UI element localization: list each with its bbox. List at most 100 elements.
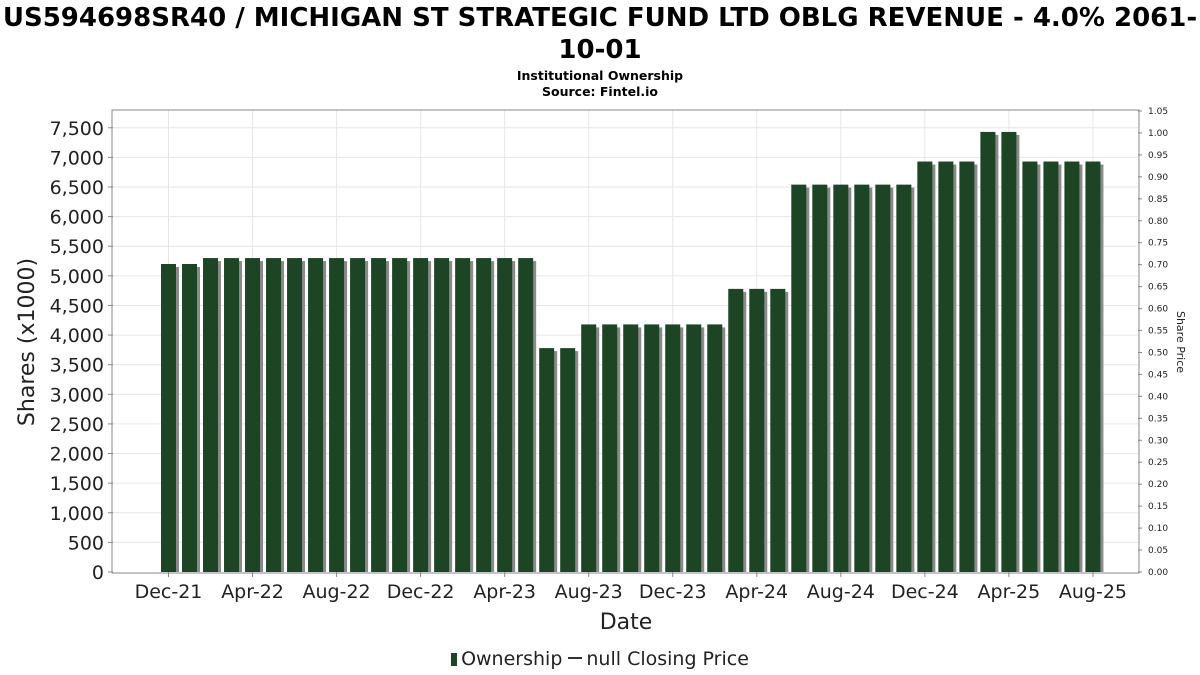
y-tick-label: 0 <box>92 562 104 584</box>
y-tick-label: 2,500 <box>50 414 104 436</box>
ownership-bar <box>203 258 219 572</box>
ownership-bar <box>434 258 450 572</box>
y-tick-label: 7,000 <box>50 147 104 169</box>
x-tick-label: Dec-23 <box>639 581 707 603</box>
ownership-bar <box>854 184 870 572</box>
ownership-bar <box>161 264 176 572</box>
ownership-bar <box>980 131 996 572</box>
y-tick-label: 5,000 <box>50 266 104 288</box>
ownership-bar <box>623 324 639 572</box>
y-tick-label: 7,500 <box>50 118 104 140</box>
ownership-bar <box>476 258 492 572</box>
ownership-bar <box>770 288 786 572</box>
legend: Ownership null Closing Price <box>0 647 1200 671</box>
x-tick-label: Aug-23 <box>555 581 623 603</box>
ownership-bar <box>875 184 891 572</box>
y2-tick-label: 0.55 <box>1148 327 1168 337</box>
y2-tick-label: 0.30 <box>1148 436 1168 446</box>
ownership-bar <box>938 161 954 572</box>
ownership-bar <box>791 184 807 572</box>
y-axis-ticks: 0 500 1,000 1,500 2,000 2,500 3,000 3,500 4,000 4… <box>50 118 113 584</box>
x-tick-label: Apr-23 <box>473 581 536 603</box>
x-tick-label: Apr-25 <box>978 581 1041 603</box>
ownership-bar <box>833 184 849 572</box>
y2-tick-label: 0.05 <box>1148 546 1168 556</box>
y-tick-label: 1,500 <box>50 473 104 495</box>
ownership-bar <box>413 258 429 572</box>
y2-axis-label: Share Price <box>1174 311 1187 373</box>
plot-frame <box>111 109 1140 574</box>
ownership-bar <box>224 258 240 572</box>
y-tick-label: 5,500 <box>50 236 104 258</box>
y2-tick-label: 1.05 <box>1148 107 1168 117</box>
ownership-legend-label: Ownership <box>461 648 563 670</box>
y2-tick-label: 0.75 <box>1148 239 1168 249</box>
y2-tick-label: 0.10 <box>1148 524 1168 534</box>
ownership-bar <box>812 184 828 572</box>
y2-tick-label: 0.50 <box>1148 348 1168 358</box>
ownership-bar <box>707 324 723 572</box>
x-tick-label: Dec-24 <box>891 581 959 603</box>
x-tick-label: Apr-24 <box>725 581 788 603</box>
x-axis-ticks: Dec-21 Apr-22 Aug-22 Dec-22 Apr-23 Aug-23 Dec-… <box>135 572 1127 603</box>
ownership-bar <box>308 258 324 572</box>
ownership-bar <box>455 258 471 572</box>
y2-tick-label: 0.70 <box>1148 261 1168 271</box>
y2-tick-label: 0.80 <box>1148 217 1168 227</box>
price-legend-label: null Closing Price <box>586 648 749 670</box>
y2-tick-label: 0.35 <box>1148 414 1168 424</box>
ownership-bar <box>1022 161 1038 572</box>
ownership-bar <box>350 258 366 572</box>
ownership-bar <box>896 184 912 572</box>
ownership-bar <box>182 264 198 572</box>
ownership-bar <box>644 324 660 572</box>
ownership-bar <box>749 288 765 572</box>
ownership-bar <box>266 258 282 572</box>
y-tick-label: 6,000 <box>50 207 104 229</box>
ownership-bar <box>686 324 702 572</box>
y2-axis-ticks: 0.00 0.05 0.10 0.15 0.20 0.25 0.30 0.35 0.40 0.45… <box>1138 107 1168 578</box>
price-legend-swatch <box>568 657 583 659</box>
x-tick-label: Aug-22 <box>303 581 371 603</box>
ownership-bar <box>581 324 597 572</box>
chart-title: US594698SR40 / MICHIGAN ST STRATEGIC FUN… <box>2 3 1198 65</box>
y-tick-label: 500 <box>68 532 104 554</box>
y2-tick-label: 0.90 <box>1148 173 1168 183</box>
ownership-bar <box>728 288 744 572</box>
x-tick-label: Dec-21 <box>135 581 203 603</box>
ownership-bar <box>245 258 261 572</box>
bars-layer <box>161 131 1104 572</box>
ownership-bar <box>1064 161 1080 572</box>
y-tick-label: 4,000 <box>50 325 104 347</box>
y2-tick-label: 0.25 <box>1148 458 1168 468</box>
y2-tick-label: 0.65 <box>1148 283 1168 293</box>
y-tick-label: 3,000 <box>50 384 104 406</box>
ownership-bar <box>518 258 534 572</box>
y-tick-label: 4,500 <box>50 295 104 317</box>
y-axis-label: Shares (x1000) <box>15 258 40 426</box>
x-tick-label: Apr-22 <box>221 581 284 603</box>
y-tick-label: 1,000 <box>50 503 104 525</box>
x-tick-label: Dec-22 <box>387 581 455 603</box>
y2-tick-label: 0.00 <box>1148 568 1168 578</box>
y2-tick-label: 0.45 <box>1148 370 1168 380</box>
ownership-bar <box>602 324 618 572</box>
y2-tick-label: 1.00 <box>1148 129 1168 139</box>
ownership-bar <box>959 161 975 572</box>
ownership-bar <box>497 258 513 572</box>
ownership-bar <box>329 258 345 572</box>
y2-tick-label: 0.20 <box>1148 480 1168 490</box>
ownership-bar <box>1085 161 1101 572</box>
ownership-bar <box>917 161 933 572</box>
ownership-bar <box>371 258 387 572</box>
ownership-bar <box>287 258 303 572</box>
y2-tick-label: 0.40 <box>1148 392 1168 402</box>
ownership-bar <box>539 348 555 572</box>
ownership-bar <box>1001 131 1017 572</box>
y2-tick-label: 0.60 <box>1148 305 1168 315</box>
chart-subtitle: Institutional Ownership Source: Fintel.i… <box>0 68 1200 100</box>
ownership-bar <box>560 348 576 572</box>
subtitle-line-1: Institutional Ownership <box>516 68 684 83</box>
y-tick-label: 6,500 <box>50 177 104 199</box>
